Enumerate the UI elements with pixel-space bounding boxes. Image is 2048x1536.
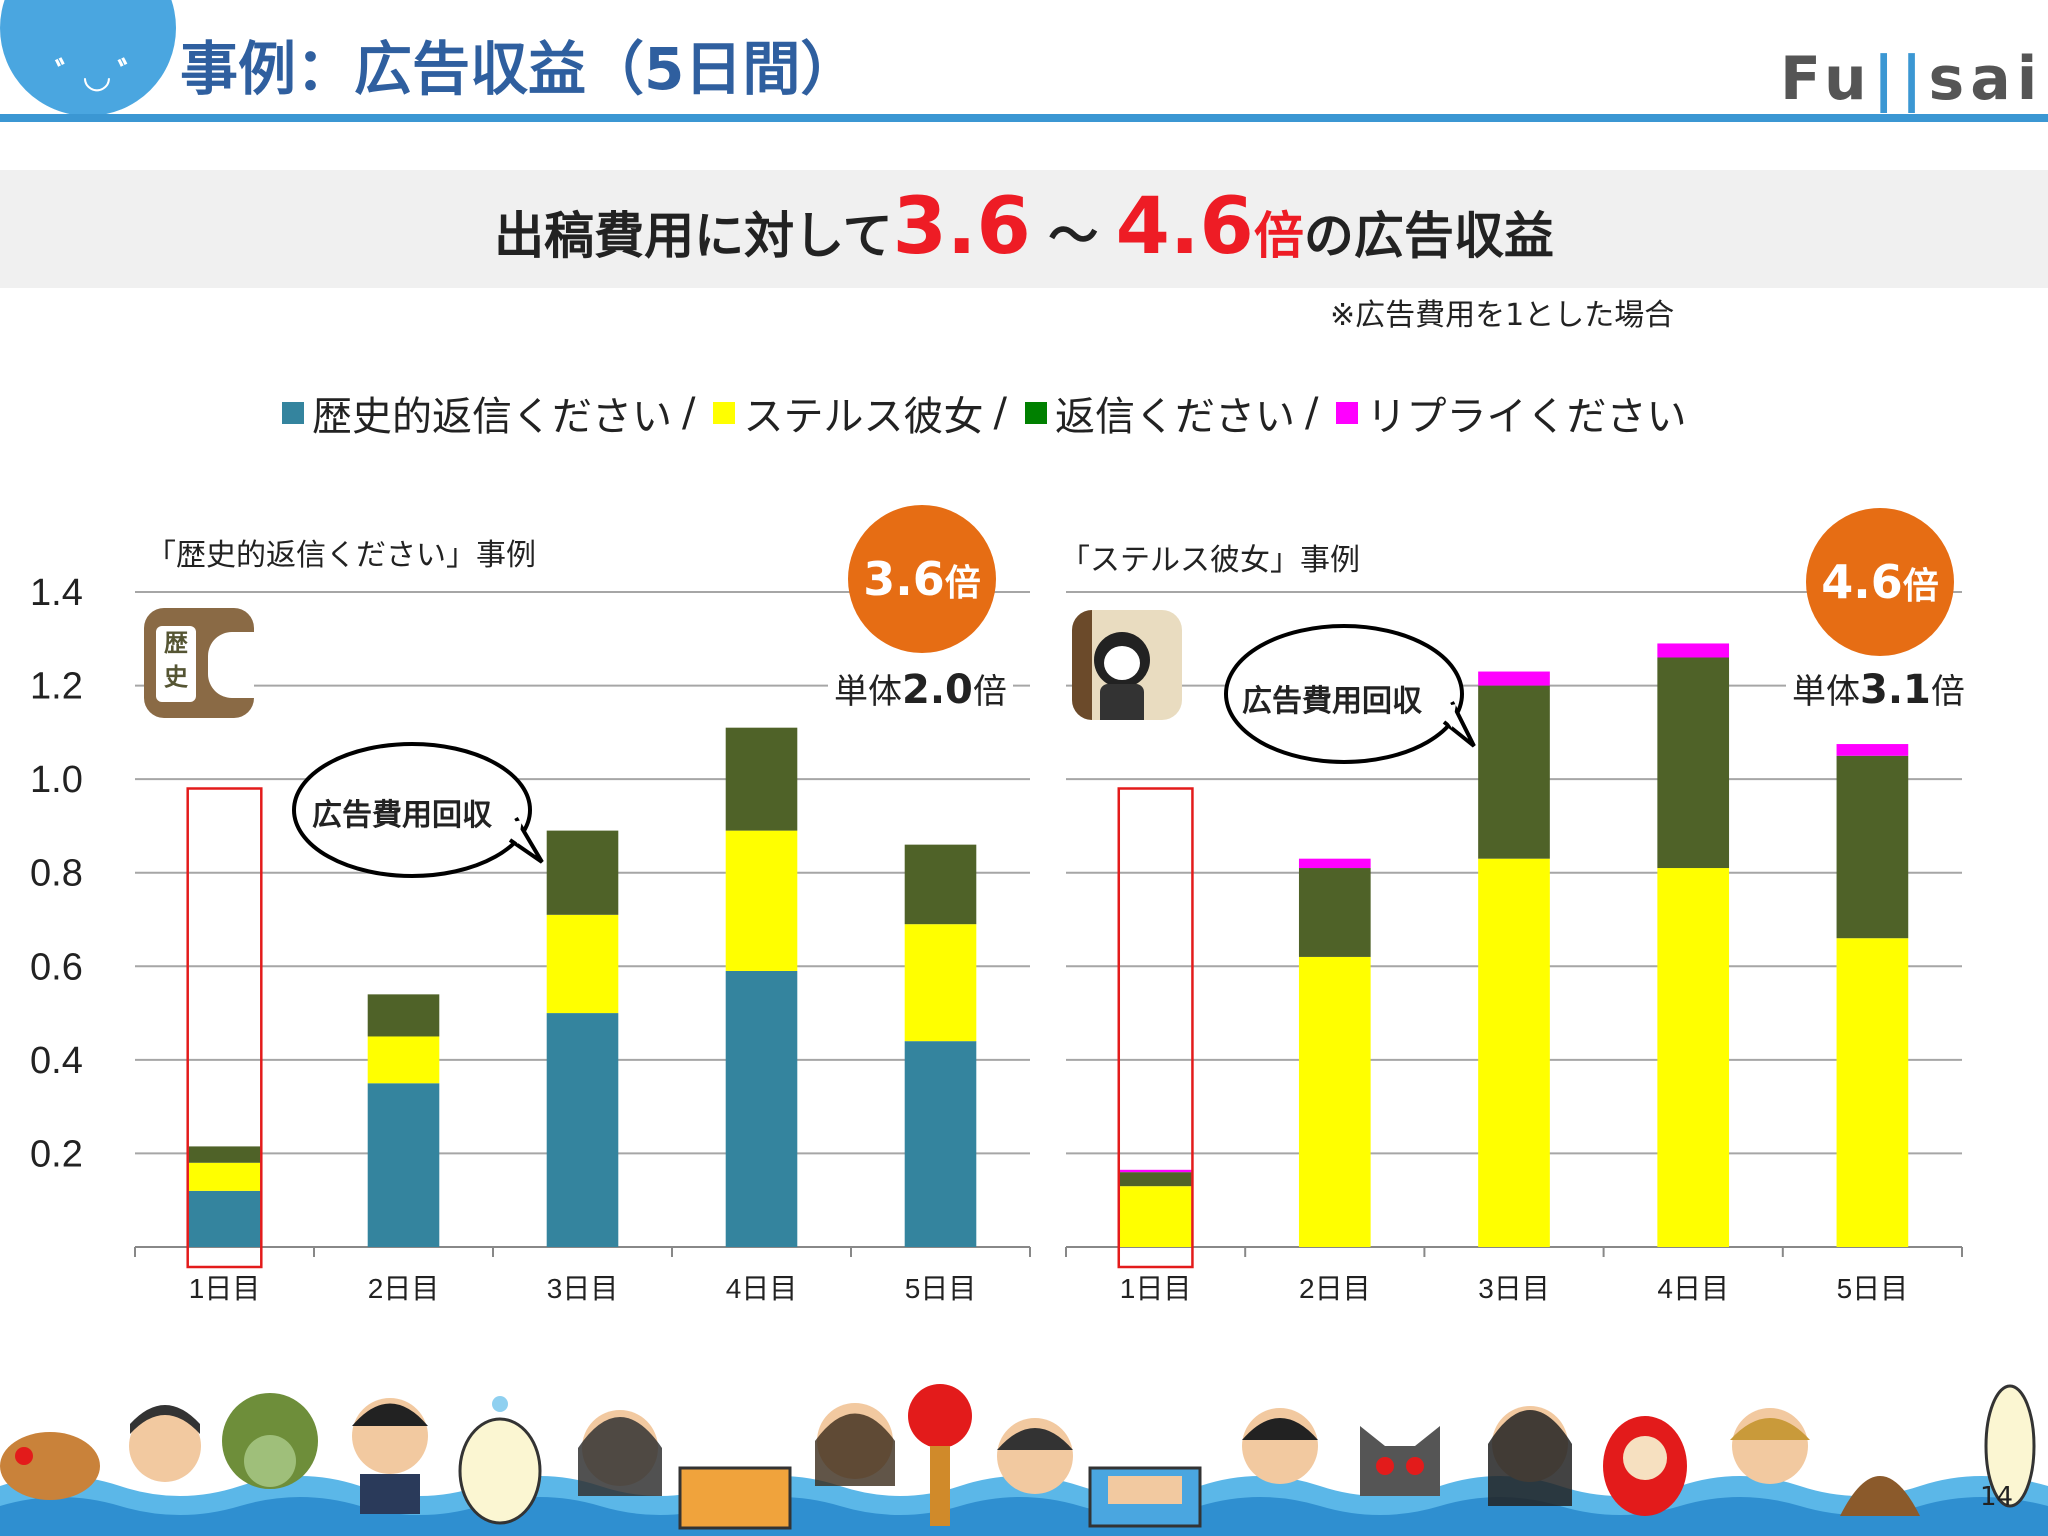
bar-segment <box>547 1013 619 1247</box>
right-bubble-text: 広告費用回収 <box>1242 676 1422 720</box>
blue-box-character-icon <box>1090 1468 1200 1526</box>
bar-segment <box>905 1041 977 1247</box>
bar-segment <box>547 831 619 915</box>
bar-segment <box>547 915 619 1013</box>
bar-segment <box>1120 1172 1192 1186</box>
bar-segment <box>726 971 798 1247</box>
x-tick-label: 2日目 <box>368 1273 440 1304</box>
page-number: 14 <box>1980 1482 2013 1512</box>
bar-segment <box>1299 957 1371 1247</box>
x-tick-label: 3日目 <box>547 1273 619 1304</box>
charts-svg: 0.2 0.4 0.6 0.8 1.0 1.2 1.4 1日目 2日目 3日目 4日目 5日目 1日目 2… <box>0 0 2048 1376</box>
robot-cat-character-icon <box>1360 1426 1440 1496</box>
mascot-reindeer-icon <box>0 1432 100 1500</box>
bar-segment <box>189 1191 261 1247</box>
left-standalone-multiplier: 単体2.0倍 <box>828 664 1013 713</box>
bar-segment <box>905 924 977 1041</box>
broccoli-character-icon <box>222 1393 318 1489</box>
bar-segment <box>368 1083 440 1247</box>
daruma-character-icon <box>1603 1416 1687 1516</box>
right-multiplier-badge: 4.6倍 <box>1806 508 1954 656</box>
left-case-label: 「歴史的返信ください」事例 <box>146 530 536 574</box>
bar-segment <box>1478 672 1550 686</box>
bar-segment <box>726 728 798 831</box>
left-bubble-text: 広告費用回収 <box>312 790 492 834</box>
character-icon <box>578 1410 662 1496</box>
y-tick-label: 1.0 <box>30 759 83 801</box>
bar-segment <box>905 845 977 925</box>
x-tick-label: 4日目 <box>726 1273 798 1304</box>
character-icon <box>997 1418 1073 1494</box>
bar-segment <box>1837 756 1909 938</box>
character-icon <box>1488 1406 1572 1506</box>
left-multiplier-badge: 3.6倍 <box>848 505 996 653</box>
character-icon <box>1730 1408 1810 1484</box>
x-tick-label: 5日目 <box>1837 1273 1909 1304</box>
bar-segment <box>1299 868 1371 957</box>
box-character-icon <box>680 1468 790 1528</box>
bar-segment <box>1120 1170 1192 1172</box>
x-tick-label: 1日目 <box>189 1273 261 1304</box>
chestnut-character-icon <box>1840 1476 1920 1516</box>
alien-character-icon <box>460 1396 540 1523</box>
y-tick-label: 1.4 <box>30 572 83 614</box>
bar-segment <box>1657 643 1729 657</box>
bar-segment <box>1837 744 1909 756</box>
y-tick-label: 1.2 <box>30 666 83 708</box>
x-tick-label: 2日目 <box>1299 1273 1371 1304</box>
right-standalone-multiplier: 単体3.1倍 <box>1786 664 1971 713</box>
history-app-icon: 歴史 <box>144 608 254 718</box>
y-tick-label: 0.2 <box>30 1133 83 1175</box>
character-icon <box>815 1403 895 1486</box>
bar-segment <box>368 1036 440 1083</box>
bar-segment <box>726 831 798 971</box>
x-tick-label: 3日目 <box>1478 1273 1550 1304</box>
footer-character-strip <box>0 1376 2048 1536</box>
x-tick-label: 1日目 <box>1120 1273 1192 1304</box>
right-case-label: 「ステルス彼女」事例 <box>1060 535 1360 579</box>
bar-segment <box>368 994 440 1036</box>
character-icon <box>352 1398 428 1514</box>
x-tick-label: 5日目 <box>905 1273 977 1304</box>
bar-segment <box>189 1146 261 1162</box>
character-icon <box>1242 1408 1318 1484</box>
y-tick-label: 0.4 <box>30 1040 83 1082</box>
y-tick-label: 0.6 <box>30 946 83 988</box>
bar-segment <box>1837 938 1909 1247</box>
x-tick-label: 4日目 <box>1657 1273 1729 1304</box>
stealth-girlfriend-app-icon <box>1072 610 1182 720</box>
bar-segment <box>189 1163 261 1191</box>
character-icon <box>129 1405 201 1482</box>
bar-segment <box>1657 868 1729 1247</box>
y-tick-label: 0.8 <box>30 853 83 895</box>
bar-segment <box>1657 658 1729 869</box>
bar-segment <box>1120 1186 1192 1247</box>
bar-segment <box>1299 859 1371 868</box>
bar-segment <box>1478 859 1550 1247</box>
bar-segment <box>1478 686 1550 859</box>
